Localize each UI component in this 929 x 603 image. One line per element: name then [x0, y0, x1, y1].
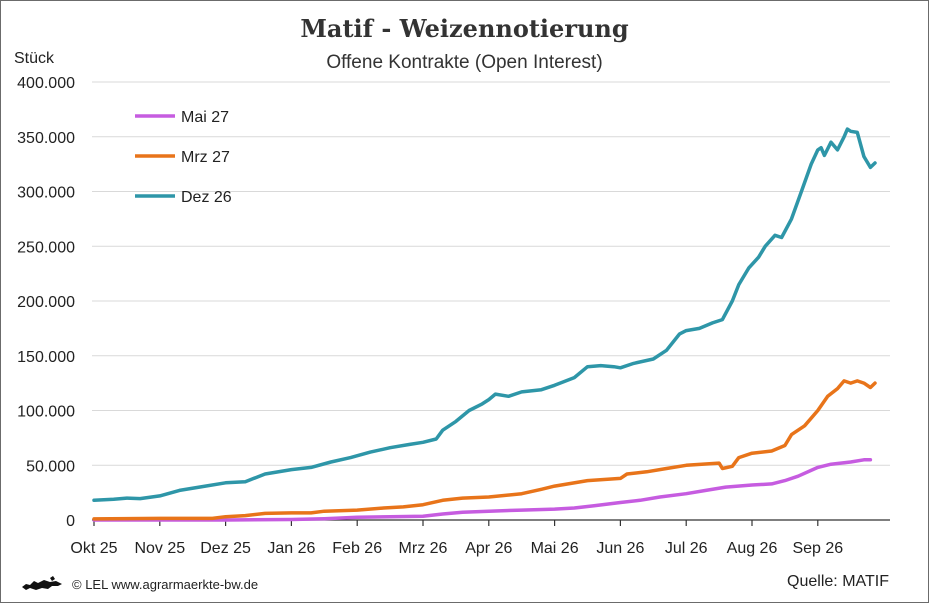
y-tick-label: 50.000 [26, 458, 75, 475]
y-tick-label: 100.000 [17, 404, 75, 421]
legend-label: Mrz 27 [181, 149, 230, 166]
y-tick-label: 250.000 [17, 239, 75, 256]
series-line-mrz-27 [92, 379, 877, 521]
y-axis-label: Stück [14, 50, 55, 67]
legend-label: Dez 26 [181, 189, 232, 206]
chart-title: Matif - Weizennotierung [300, 14, 629, 43]
x-tick-label: Jun 26 [596, 540, 644, 557]
x-tick-label: Sep 26 [792, 540, 843, 557]
copyright-text: © LEL www.agrarmaerkte-bw.de [72, 576, 259, 592]
x-tick-label: Jan 26 [267, 540, 315, 557]
x-tick-label: Feb 26 [332, 540, 382, 557]
legend: Mai 27 Mrz 27 Dez 26 [135, 109, 232, 206]
x-tick-label: Okt 25 [70, 540, 117, 557]
source-text: Quelle: MATIF [787, 573, 889, 590]
x-tick-label: Jul 26 [665, 540, 708, 557]
y-tick-label: 0 [66, 513, 75, 530]
y-tick-label: 300.000 [17, 185, 75, 202]
y-tick-label: 200.000 [17, 294, 75, 311]
series-line-mai-27 [92, 458, 873, 522]
chart-subtitle: Offene Kontrakte (Open Interest) [326, 52, 603, 73]
series-line-dez-26 [92, 127, 877, 503]
x-tick-label: Dez 25 [200, 540, 251, 557]
x-tick-label: Mrz 26 [399, 540, 448, 557]
lion-logo-icon [22, 576, 62, 590]
footer-credit: © LEL www.agrarmaerkte-bw.de [20, 575, 258, 593]
x-tick-label: Apr 26 [465, 540, 512, 557]
x-axis: Okt 25 Nov 25 Dez 25 Jan 26 Feb 26 Mrz 26 Apr … [70, 519, 890, 557]
y-tick-labels: 0 50.000 100.000 150.000 200.000 250.000 300.0… [17, 75, 75, 530]
series-lines [92, 127, 877, 522]
x-tick-label: Aug 26 [727, 540, 778, 557]
y-tick-label: 400.000 [17, 75, 75, 92]
y-tick-label: 150.000 [17, 349, 75, 366]
legend-label: Mai 27 [181, 109, 229, 126]
grid-lines [92, 81, 890, 466]
x-tick-label: Mai 26 [531, 540, 579, 557]
y-tick-label: 350.000 [17, 130, 75, 147]
x-tick-label: Nov 25 [134, 540, 185, 557]
